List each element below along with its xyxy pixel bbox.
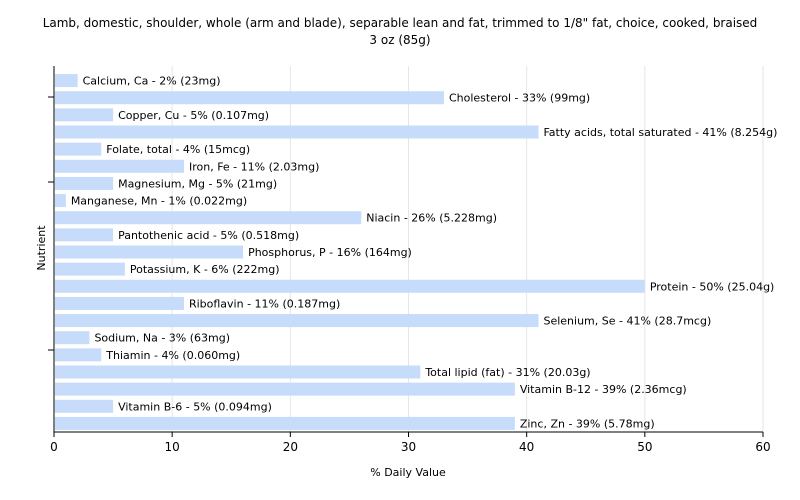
bar-label: Selenium, Se - 41% (28.7mcg) [543, 315, 711, 328]
x-tick-label: 60 [755, 440, 770, 454]
bar [55, 108, 114, 122]
x-tick-label: 30 [401, 440, 416, 454]
bar [55, 348, 102, 362]
x-tick-label: 0 [50, 440, 58, 454]
bar [55, 194, 66, 208]
bar [55, 296, 184, 310]
bar-label: Total lipid (fat) - 31% (20.03g) [424, 366, 590, 379]
bar [55, 314, 539, 328]
bar [55, 125, 539, 139]
x-tick-label: 40 [519, 440, 534, 454]
bar-label: Niacin - 26% (5.228mg) [366, 212, 497, 225]
bar-label: Fatty acids, total saturated - 41% (8.25… [543, 126, 777, 139]
bar-label: Folate, total - 4% (15mcg) [106, 143, 250, 156]
bar-label: Potassium, K - 6% (222mg) [130, 263, 280, 276]
chart-subtitle: 3 oz (85g) [369, 33, 430, 47]
bar [55, 245, 244, 259]
bar-label: Zinc, Zn - 39% (5.78mg) [520, 417, 655, 430]
x-axis-label: % Daily Value [370, 466, 446, 479]
bar-label: Vitamin B-12 - 39% (2.36mcg) [520, 383, 687, 396]
bar-label: Sodium, Na - 3% (63mg) [94, 332, 230, 345]
bar-label: Cholesterol - 33% (99mg) [449, 92, 590, 105]
bar-label: Riboflavin - 11% (0.187mg) [189, 297, 340, 310]
x-tick-label: 50 [637, 440, 652, 454]
bar [55, 74, 78, 88]
bars: Calcium, Ca - 2% (23mg) Cholesterol - 33%… [55, 74, 777, 430]
bar [55, 159, 184, 173]
bar [55, 262, 125, 276]
bar [55, 382, 515, 396]
x-tick-label: 10 [165, 440, 180, 454]
bar [55, 176, 114, 190]
bar-label: Calcium, Ca - 2% (23mg) [83, 75, 221, 88]
bar [55, 365, 421, 379]
bar-label: Thiamin - 4% (0.060mg) [105, 349, 240, 362]
bar [55, 211, 362, 225]
x-tick-label: 20 [283, 440, 298, 454]
x-ticks: 0 10 20 30 40 50 60 [50, 432, 771, 454]
bar [55, 228, 114, 242]
bar [55, 91, 444, 105]
bar [55, 279, 645, 293]
bar [55, 416, 515, 430]
bar-label: Protein - 50% (25.04g) [650, 280, 775, 293]
bar-label: Magnesium, Mg - 5% (21mg) [118, 177, 277, 190]
bar [55, 331, 90, 345]
chart-title: Lamb, domestic, shoulder, whole (arm and… [43, 16, 758, 30]
bar-label: Pantothenic acid - 5% (0.518mg) [118, 229, 299, 242]
bar-label: Vitamin B-6 - 5% (0.094mg) [118, 400, 272, 413]
bar [55, 142, 102, 156]
y-axis-label: Nutrient [35, 225, 48, 271]
bar [55, 399, 114, 413]
bar-label: Phosphorus, P - 16% (164mg) [248, 246, 412, 259]
bar-label: Manganese, Mn - 1% (0.022mg) [71, 195, 247, 208]
bar-label: Iron, Fe - 11% (2.03mg) [189, 160, 319, 173]
bar-label: Copper, Cu - 5% (0.107mg) [118, 109, 269, 122]
